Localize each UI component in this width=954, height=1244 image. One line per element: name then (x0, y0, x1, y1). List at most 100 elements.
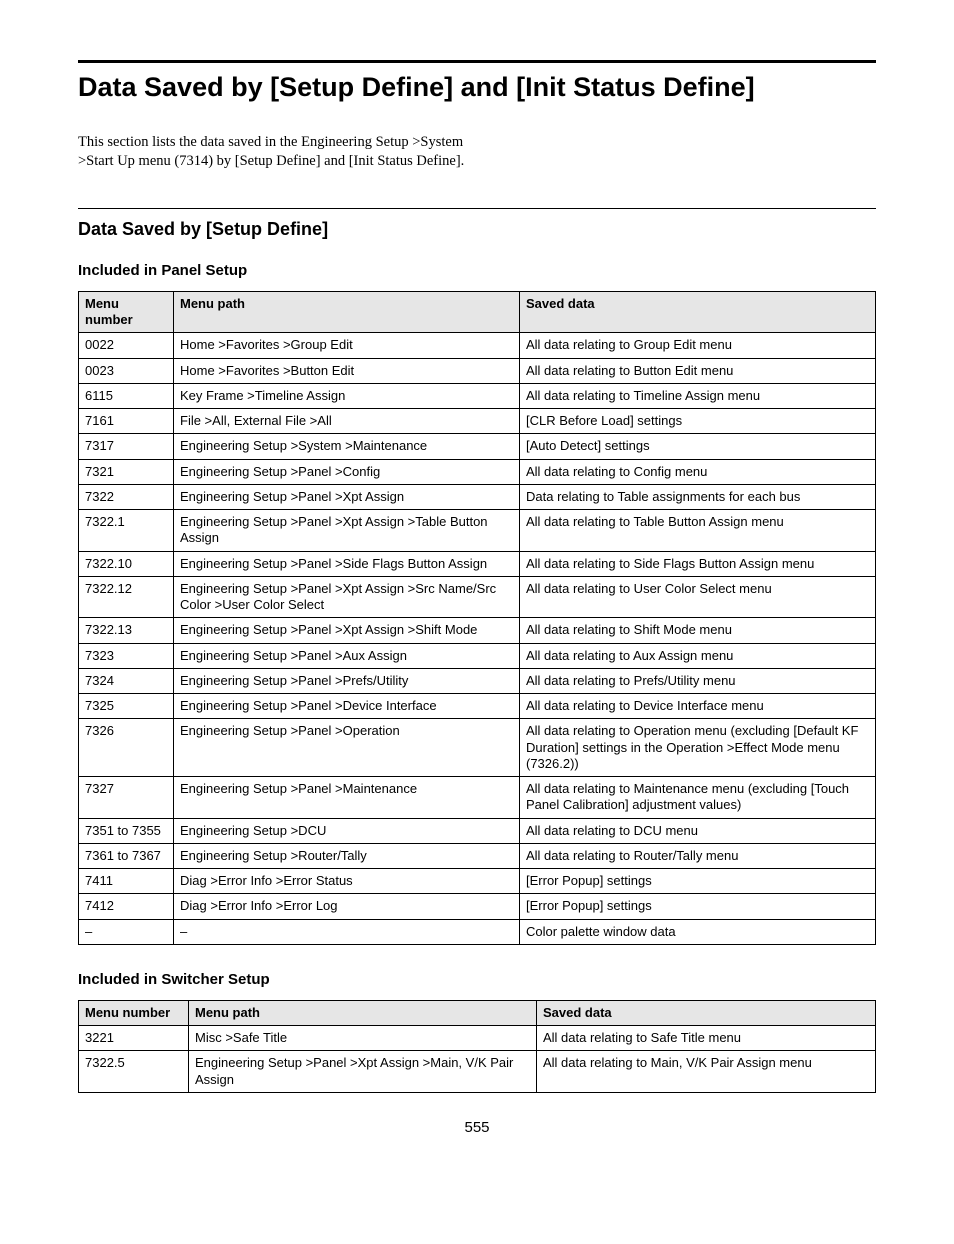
page-container: Data Saved by [Setup Define] and [Init S… (0, 0, 954, 1176)
panel-setup-table: Menu number Menu path Saved data 0022Hom… (78, 291, 876, 945)
table-cell: All data relating to Aux Assign menu (520, 643, 876, 668)
table-cell: 7324 (79, 668, 174, 693)
col-header: Menu path (189, 1000, 537, 1025)
col-header: Saved data (520, 291, 876, 333)
table-cell: 7322 (79, 484, 174, 509)
table-cell: All data relating to Button Edit menu (520, 358, 876, 383)
table-row: 7412Diag >Error Info >Error Log[Error Po… (79, 894, 876, 919)
table-cell: All data relating to User Color Select m… (520, 576, 876, 618)
table-header-row: Menu number Menu path Saved data (79, 291, 876, 333)
table-row: 7322Engineering Setup >Panel >Xpt Assign… (79, 484, 876, 509)
table-row: 7322.10Engineering Setup >Panel >Side Fl… (79, 551, 876, 576)
table-row: 7322.13Engineering Setup >Panel >Xpt Ass… (79, 618, 876, 643)
table-row: 0022Home >Favorites >Group EditAll data … (79, 333, 876, 358)
table-cell: All data relating to Side Flags Button A… (520, 551, 876, 576)
table-cell: All data relating to Timeline Assign men… (520, 383, 876, 408)
table-cell: [Auto Detect] settings (520, 434, 876, 459)
table-cell: Engineering Setup >DCU (174, 818, 520, 843)
table-cell: File >All, External File >All (174, 409, 520, 434)
table-cell: 7411 (79, 869, 174, 894)
table-cell: 6115 (79, 383, 174, 408)
table-cell: Diag >Error Info >Error Log (174, 894, 520, 919)
table-cell: 7322.5 (79, 1051, 189, 1093)
table-row: 7361 to 7367Engineering Setup >Router/Ta… (79, 843, 876, 868)
table-cell: Engineering Setup >Panel >Xpt Assign >Ta… (174, 510, 520, 552)
table-cell: Engineering Setup >System >Maintenance (174, 434, 520, 459)
table-cell: All data relating to Config menu (520, 459, 876, 484)
table-cell: Engineering Setup >Router/Tally (174, 843, 520, 868)
col-header: Menu number (79, 1000, 189, 1025)
table-cell: Engineering Setup >Panel >Xpt Assign >Sh… (174, 618, 520, 643)
table-row: 7161File >All, External File >All[CLR Be… (79, 409, 876, 434)
table-cell: All data relating to Device Interface me… (520, 694, 876, 719)
table-cell: Engineering Setup >Panel >Maintenance (174, 777, 520, 819)
table-cell: Engineering Setup >Panel >Aux Assign (174, 643, 520, 668)
table-cell: Engineering Setup >Panel >Xpt Assign (174, 484, 520, 509)
table-cell: All data relating to Table Button Assign… (520, 510, 876, 552)
table-cell: Home >Favorites >Button Edit (174, 358, 520, 383)
intro-paragraph: This section lists the data saved in the… (78, 133, 478, 172)
table-cell: Engineering Setup >Panel >Operation (174, 719, 520, 777)
table-row: 7322.5Engineering Setup >Panel >Xpt Assi… (79, 1051, 876, 1093)
table-cell: All data relating to Router/Tally menu (520, 843, 876, 868)
table-cell: [Error Popup] settings (520, 869, 876, 894)
table-cell: 0023 (79, 358, 174, 383)
table-cell: 7325 (79, 694, 174, 719)
table-row: ––Color palette window data (79, 919, 876, 944)
table-cell: 7322.12 (79, 576, 174, 618)
table-row: 7326Engineering Setup >Panel >OperationA… (79, 719, 876, 777)
table-cell: Home >Favorites >Group Edit (174, 333, 520, 358)
table-cell: – (174, 919, 520, 944)
table-cell: 7322.10 (79, 551, 174, 576)
table-cell: Misc >Safe Title (189, 1026, 537, 1051)
table-cell: 7351 to 7355 (79, 818, 174, 843)
table-cell: 3221 (79, 1026, 189, 1051)
table-row: 7322.12Engineering Setup >Panel >Xpt Ass… (79, 576, 876, 618)
table-row: 7411Diag >Error Info >Error Status[Error… (79, 869, 876, 894)
table-cell: Engineering Setup >Panel >Config (174, 459, 520, 484)
table-cell: 7161 (79, 409, 174, 434)
table-cell: All data relating to Operation menu (exc… (520, 719, 876, 777)
table-cell: 7322.13 (79, 618, 174, 643)
section-heading: Data Saved by [Setup Define] (78, 219, 876, 240)
table-cell: [Error Popup] settings (520, 894, 876, 919)
table-cell: Engineering Setup >Panel >Xpt Assign >Sr… (174, 576, 520, 618)
table-cell: Key Frame >Timeline Assign (174, 383, 520, 408)
table-cell: Engineering Setup >Panel >Device Interfa… (174, 694, 520, 719)
table-row: 7323Engineering Setup >Panel >Aux Assign… (79, 643, 876, 668)
table-row: 7327Engineering Setup >Panel >Maintenanc… (79, 777, 876, 819)
col-header: Menu number (79, 291, 174, 333)
switcher-setup-heading: Included in Switcher Setup (78, 971, 876, 988)
table-cell: All data relating to Maintenance menu (e… (520, 777, 876, 819)
table-cell: Engineering Setup >Panel >Prefs/Utility (174, 668, 520, 693)
table-cell: All data relating to Prefs/Utility menu (520, 668, 876, 693)
page-number: 555 (78, 1119, 876, 1136)
table-cell: [CLR Before Load] settings (520, 409, 876, 434)
table-cell: All data relating to Main, V/K Pair Assi… (537, 1051, 876, 1093)
table-row: 7325Engineering Setup >Panel >Device Int… (79, 694, 876, 719)
table-cell: All data relating to Group Edit menu (520, 333, 876, 358)
table-row: 0023Home >Favorites >Button EditAll data… (79, 358, 876, 383)
table-row: 7351 to 7355Engineering Setup >DCUAll da… (79, 818, 876, 843)
table-row: 3221Misc >Safe TitleAll data relating to… (79, 1026, 876, 1051)
table-cell: Engineering Setup >Panel >Side Flags But… (174, 551, 520, 576)
table-cell: 7326 (79, 719, 174, 777)
table-cell: – (79, 919, 174, 944)
table-cell: 7412 (79, 894, 174, 919)
table-row: 6115Key Frame >Timeline AssignAll data r… (79, 383, 876, 408)
table-row: 7321Engineering Setup >Panel >ConfigAll … (79, 459, 876, 484)
page-title: Data Saved by [Setup Define] and [Init S… (78, 71, 876, 105)
table-cell: 7322.1 (79, 510, 174, 552)
col-header: Saved data (537, 1000, 876, 1025)
table-cell: Engineering Setup >Panel >Xpt Assign >Ma… (189, 1051, 537, 1093)
table-cell: 0022 (79, 333, 174, 358)
table-cell: 7317 (79, 434, 174, 459)
table-row: 7324Engineering Setup >Panel >Prefs/Util… (79, 668, 876, 693)
col-header: Menu path (174, 291, 520, 333)
table-cell: 7323 (79, 643, 174, 668)
top-rule (78, 60, 876, 63)
table-cell: 7321 (79, 459, 174, 484)
table-cell: All data relating to DCU menu (520, 818, 876, 843)
table-cell: All data relating to Shift Mode menu (520, 618, 876, 643)
table-cell: 7327 (79, 777, 174, 819)
